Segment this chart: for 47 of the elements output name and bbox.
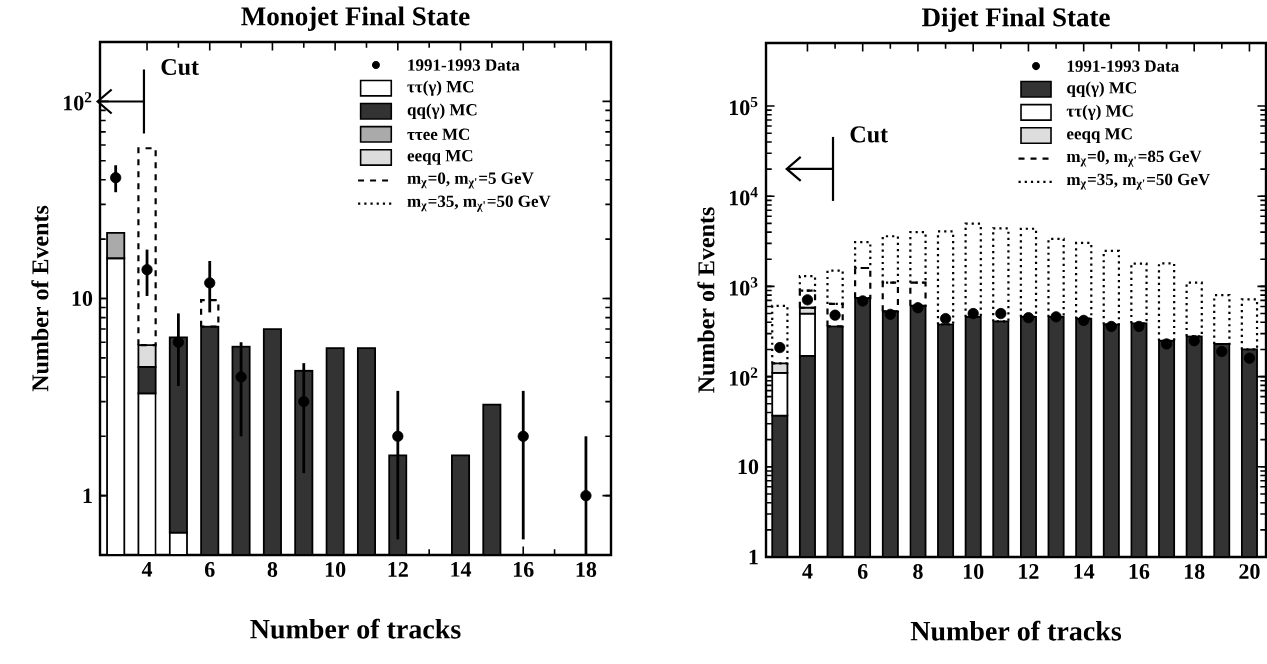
x-tick-label: 14: [1074, 564, 1095, 579]
y-tick-label: 10$^{2}$: [63, 92, 92, 111]
legend-label: m$_{χ}$=0, m$_{χ'}$=5 GeV: [407, 172, 534, 189]
legend-label: ττee MC: [407, 128, 470, 141]
x-tick-label: 4: [802, 564, 813, 579]
y-tick-label: 10$^{5}$: [730, 96, 758, 116]
legend-label: 1991-1993 Data: [1067, 60, 1179, 72]
legend-label: qq(γ) MC: [1067, 81, 1136, 97]
legend-label: eeqq MC: [1067, 128, 1132, 143]
legend-label: eeqq MC: [407, 149, 473, 165]
legend-label: ττ(γ) MC: [407, 80, 474, 96]
x-tick-label: 6: [204, 562, 215, 577]
chart-title: Dijet Final State: [922, 7, 1110, 32]
y-tick-label: 10: [738, 459, 759, 475]
annotation: Cut: [161, 58, 199, 76]
y-axis-title: Number of Events: [697, 207, 715, 393]
x-tick-label: 12: [1019, 564, 1039, 579]
x-tick-label: 10: [963, 564, 984, 579]
legend-label: m$_{χ}$=35, m$_{χ'}$=50 GeV: [407, 195, 551, 212]
y-tick-label: 10$^{4}$: [730, 187, 758, 206]
chart-title: Monojet Final State: [241, 6, 470, 31]
legend-label: qq(γ) MC: [407, 103, 477, 119]
x-tick-label: 8: [913, 564, 923, 579]
y-tick-label: 10$^{2}$: [730, 367, 758, 386]
x-tick-label: 20: [1239, 564, 1260, 579]
x-axis-title: Number of tracks: [910, 620, 1122, 641]
legend-label: 1991-1993 Data: [408, 59, 520, 71]
x-tick-label: 18: [576, 562, 597, 577]
y-tick-label: 1: [749, 549, 758, 565]
x-tick-label: 16: [1129, 564, 1150, 579]
y-tick-label: 10$^{3}$: [730, 277, 758, 296]
x-tick-label: 12: [388, 562, 408, 577]
x-tick-label: 10: [325, 562, 346, 577]
y-tick-label: 10: [72, 291, 93, 306]
annotation: Cut: [850, 126, 888, 143]
legend-label: m$_{χ}$=0, m$_{χ'}$=85 GeV: [1066, 150, 1202, 167]
legend-label: ττ(γ) MC: [1066, 104, 1133, 121]
y-tick-label: 1: [83, 488, 92, 503]
x-axis-title: Number of tracks: [250, 618, 461, 639]
x-tick-label: 14: [451, 562, 472, 577]
y-axis-title: Number of Events: [31, 205, 49, 392]
x-tick-label: 18: [1184, 564, 1205, 579]
x-tick-label: 16: [513, 562, 534, 577]
x-tick-label: 6: [857, 564, 868, 579]
x-tick-label: 4: [141, 562, 153, 577]
x-tick-label: 8: [267, 562, 278, 577]
legend-label: m$_{χ}$=35, m$_{χ'}$=50 GeV: [1066, 173, 1211, 190]
